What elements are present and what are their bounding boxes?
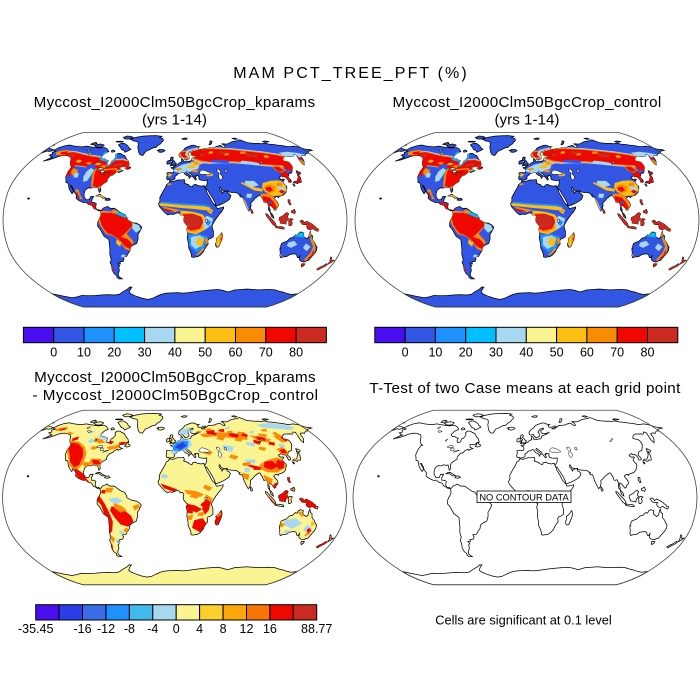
svg-text:-12: -12 — [97, 622, 115, 636]
svg-text:40: 40 — [168, 346, 182, 360]
svg-text:12: 12 — [240, 622, 254, 636]
svg-text:(yrs 1-14): (yrs 1-14) — [142, 112, 207, 129]
svg-text:Myccost_I2000Clm50BgcCrop_kpar: Myccost_I2000Clm50BgcCrop_kparams — [34, 94, 316, 111]
svg-text:80: 80 — [289, 346, 303, 360]
svg-text:Cells are significant at 0.1 l: Cells are significant at 0.1 level — [435, 613, 611, 628]
svg-text:30: 30 — [138, 346, 152, 360]
svg-text:- Myccost_I2000Clm50BgcCrop_co: - Myccost_I2000Clm50BgcCrop_control — [33, 387, 319, 404]
svg-text:0: 0 — [402, 346, 409, 360]
svg-text:16: 16 — [263, 622, 277, 636]
svg-text:40: 40 — [519, 346, 533, 360]
svg-text:30: 30 — [489, 346, 503, 360]
svg-text:80: 80 — [641, 346, 655, 360]
svg-text:50: 50 — [198, 346, 212, 360]
svg-text:20: 20 — [459, 346, 473, 360]
svg-text:-8: -8 — [124, 622, 135, 636]
svg-text:(yrs 1-14): (yrs 1-14) — [495, 112, 560, 129]
svg-text:Myccost_I2000Clm50BgcCrop_kpar: Myccost_I2000Clm50BgcCrop_kparams — [34, 369, 316, 386]
svg-text:70: 70 — [610, 346, 624, 360]
svg-text:0: 0 — [50, 346, 57, 360]
svg-text:-4: -4 — [147, 622, 158, 636]
svg-text:-35.45: -35.45 — [18, 622, 53, 636]
svg-text:MAM PCT_TREE_PFT (%): MAM PCT_TREE_PFT (%) — [233, 65, 469, 82]
svg-text:60: 60 — [229, 346, 243, 360]
svg-text:T-Test of two Case means at ea: T-Test of two Case means at each grid po… — [369, 380, 681, 397]
svg-text:4: 4 — [196, 622, 203, 636]
svg-text:20: 20 — [107, 346, 121, 360]
svg-text:60: 60 — [580, 346, 594, 360]
svg-text:50: 50 — [550, 346, 564, 360]
svg-text:Myccost_I2000Clm50BgcCrop_cont: Myccost_I2000Clm50BgcCrop_control — [392, 94, 661, 111]
svg-text:10: 10 — [428, 346, 442, 360]
svg-text:10: 10 — [77, 346, 91, 360]
svg-text:88.77: 88.77 — [301, 622, 332, 636]
svg-text:0: 0 — [173, 622, 180, 636]
svg-text:8: 8 — [220, 622, 227, 636]
svg-text:-16: -16 — [73, 622, 91, 636]
svg-text:NO CONTOUR DATA: NO CONTOUR DATA — [479, 492, 569, 502]
svg-text:70: 70 — [259, 346, 273, 360]
